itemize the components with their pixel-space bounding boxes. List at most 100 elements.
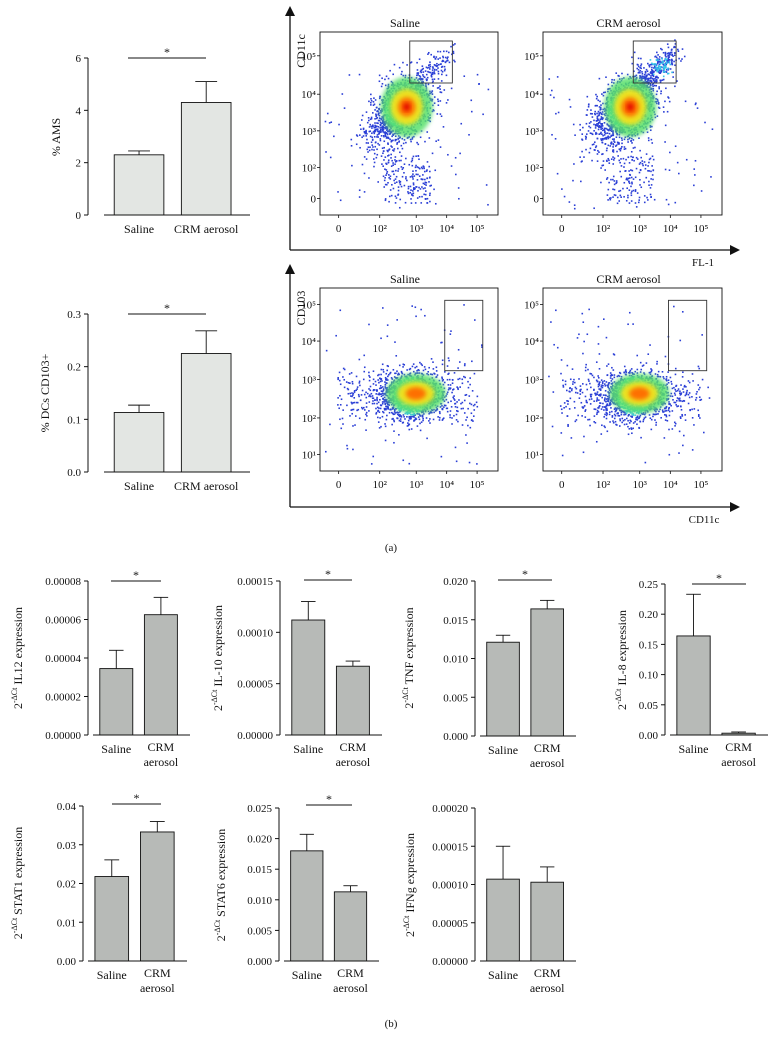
flow-event [599, 125, 601, 127]
flow-event [329, 156, 332, 159]
flow-event [568, 201, 571, 203]
flow-event [665, 65, 667, 68]
flow-event [667, 46, 670, 49]
flow-event [603, 122, 606, 124]
flow-event [401, 137, 404, 140]
flow-event [376, 110, 378, 113]
flow-event [655, 56, 658, 59]
flow-event [623, 146, 626, 148]
x-label-stat6-1-line2: aerosol [333, 981, 368, 995]
flow-event [414, 418, 417, 421]
flow-event [439, 412, 441, 415]
y-tick-label-stat1-4: 0.04 [57, 801, 77, 813]
flow-event [376, 398, 378, 400]
flow-event [422, 71, 425, 73]
flow-event [432, 67, 434, 69]
flow-event [405, 157, 407, 160]
flow-event [599, 118, 602, 121]
flow-event [400, 159, 402, 162]
flow-event [378, 381, 380, 384]
flow-event [338, 123, 340, 126]
flow-event [694, 174, 696, 176]
flow-event [612, 132, 614, 135]
flow-event [591, 133, 594, 136]
flow-event [393, 173, 395, 176]
flow-event [694, 159, 697, 162]
flow-event [644, 70, 647, 73]
flow-event [379, 139, 382, 142]
flow-event [659, 71, 662, 74]
flow-event [380, 395, 383, 398]
flow-event [685, 158, 688, 161]
flow-event [442, 378, 445, 381]
flow-event [454, 156, 457, 159]
y-tick-label-il8-2: 0.10 [639, 670, 659, 682]
flow-event [664, 100, 666, 103]
flow-event [589, 132, 592, 134]
flow-event [441, 363, 444, 366]
bar-ifng-crm [530, 881, 564, 962]
flow-event [643, 161, 646, 163]
flow-event [599, 106, 602, 109]
flow-event [638, 196, 641, 199]
flow-event [430, 53, 432, 56]
flow-event [411, 176, 414, 178]
flow-event [631, 56, 633, 59]
flow-event [638, 171, 641, 174]
flow-event [655, 64, 658, 66]
flow-event [653, 67, 655, 69]
flow-event [667, 55, 669, 57]
flow-event [650, 196, 652, 198]
flow-event [434, 410, 437, 412]
flow-event [382, 150, 385, 152]
flow-event [657, 54, 659, 56]
flow-event [438, 416, 441, 419]
flow-event [366, 138, 368, 141]
flow-event [379, 123, 382, 126]
flow-event [392, 150, 395, 152]
flow-event [369, 389, 372, 392]
flow-event [422, 81, 424, 83]
flow-event [358, 417, 361, 420]
flow-event [397, 186, 400, 188]
flow-event [711, 128, 714, 131]
flow-event [666, 43, 669, 45]
flow-event [434, 58, 437, 60]
flow-event [667, 97, 670, 99]
y-label-main-il8: IL-8 expression [615, 610, 629, 689]
flow-event [379, 138, 382, 140]
sig-star-tnf: * [522, 567, 528, 581]
flow-event [608, 162, 611, 164]
flow-event [368, 100, 370, 103]
flow-event [382, 152, 384, 155]
flow-event [388, 128, 391, 131]
flow-event [406, 425, 409, 427]
flow-event [356, 135, 359, 137]
flow-event [625, 177, 628, 180]
flow-event [380, 135, 383, 137]
flow-event [634, 190, 637, 193]
flow-event [674, 64, 676, 67]
flow-event [392, 133, 394, 136]
flow-event [453, 372, 456, 374]
flow-event [406, 369, 408, 371]
flow-event [400, 73, 403, 76]
flow-event [662, 75, 665, 78]
flow-event [667, 58, 670, 60]
flow-event [342, 376, 344, 378]
flow-event [665, 198, 668, 201]
flow-event [406, 179, 408, 182]
flow-event [432, 109, 435, 111]
flow-event [384, 423, 386, 425]
flow-event [390, 130, 393, 133]
flow-event [459, 386, 461, 388]
flow-event [641, 77, 643, 80]
flow-event [370, 141, 373, 144]
y-tick-label-il8-5: 0.25 [639, 579, 659, 591]
flow-event [365, 111, 368, 113]
flow-event [464, 394, 467, 397]
flow-event [398, 141, 400, 143]
flow-event [551, 89, 553, 92]
flow-event [664, 124, 667, 127]
flow-event [628, 162, 631, 164]
